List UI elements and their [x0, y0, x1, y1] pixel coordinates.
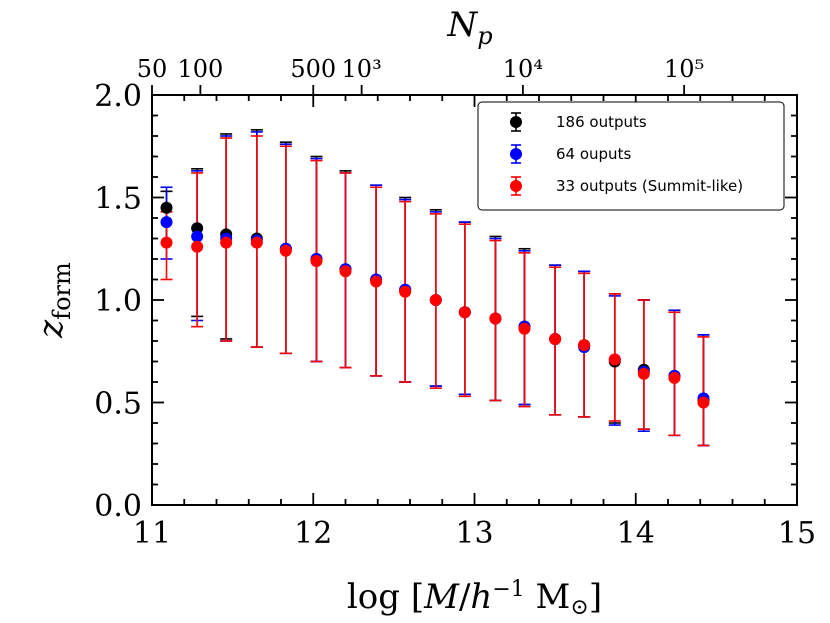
legend-marker: [510, 148, 522, 160]
top-axis-label: Np: [446, 5, 492, 50]
data-point: [578, 339, 591, 352]
y-tick-label: 1.0: [94, 284, 142, 319]
legend: 186 outputs 64 ouputs 33 outputs (Summit-l…: [477, 101, 785, 211]
top-tick-label: 10⁴: [503, 55, 543, 83]
data-point: [279, 244, 292, 257]
top-tick-label: 100: [177, 55, 223, 83]
data-point: [458, 306, 471, 319]
data-point: [637, 367, 650, 380]
data-point: [160, 201, 173, 214]
plot-frame: [151, 94, 798, 506]
x-tick-label: 14: [617, 516, 655, 551]
x-tick-label: 11: [133, 516, 171, 551]
legend-label: 186 outputs: [556, 113, 647, 131]
data-point: [191, 222, 204, 235]
legend-label: 33 outputs (Summit-like): [556, 177, 743, 195]
y-axis-ticks: 0.0 0.5 1.0 1.5 2.0: [94, 79, 797, 524]
data-point: [160, 216, 173, 229]
top-tick-label: 10³: [342, 55, 382, 83]
legend-label: 64 ouputs: [556, 145, 631, 163]
x-tick-label: 15: [778, 516, 816, 551]
data-point: [220, 236, 233, 249]
data-point: [668, 371, 681, 384]
data-point: [549, 332, 562, 345]
data-point: [370, 275, 383, 288]
data-point: [518, 322, 531, 335]
top-tick-label: 50: [137, 55, 168, 83]
data-point: [608, 353, 621, 366]
data-point: [191, 230, 204, 243]
legend-marker: [510, 116, 522, 128]
y-axis-label: zform: [31, 262, 76, 339]
data-point: [697, 396, 710, 409]
x-axis-label: log [M/h−1 M⊙]: [347, 577, 602, 620]
top-tick-label: 500: [290, 55, 336, 83]
data-point: [399, 285, 412, 298]
y-tick-label: 0.5: [94, 387, 142, 422]
x-axis-ticks: 11 12 13 14 15: [133, 95, 816, 551]
data-point: [429, 294, 442, 306]
top-axis-ticks: 50 100 500 10³ 10⁴ 10⁵: [137, 55, 704, 95]
data-point: [191, 240, 204, 253]
data-point: [310, 255, 323, 268]
data-points: [160, 201, 710, 409]
top-tick-label: 10⁵: [664, 55, 704, 83]
y-tick-label: 1.5: [94, 182, 142, 217]
x-tick-label: 12: [294, 516, 332, 551]
data-point: [339, 265, 352, 278]
y-tick-label: 0.0: [94, 489, 142, 524]
legend-marker: [510, 180, 522, 192]
legend-box: [477, 101, 785, 211]
data-point: [160, 236, 173, 249]
data-point: [250, 236, 263, 249]
data-point: [489, 312, 502, 325]
x-tick-label: 13: [455, 516, 493, 551]
y-tick-label: 2.0: [94, 79, 142, 114]
